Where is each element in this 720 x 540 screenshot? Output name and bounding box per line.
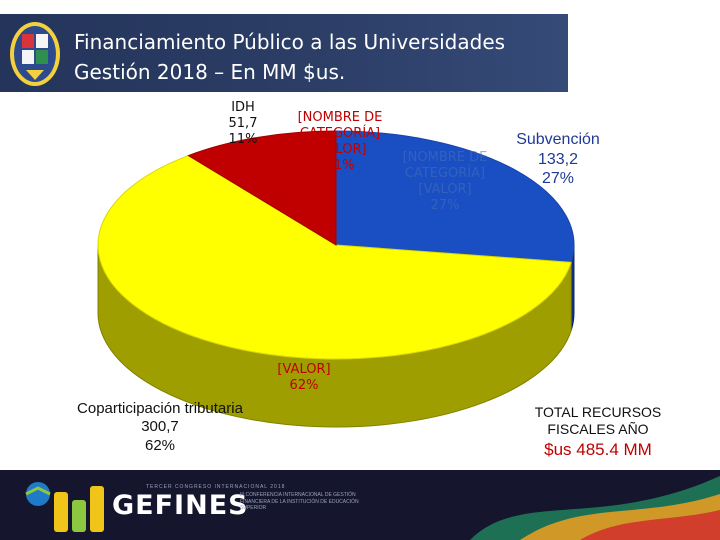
- total-label: TOTAL RECURSOS FISCALES AÑO: [534, 404, 662, 437]
- footer-sub-text: III CONFERENCIA INTERNACIONAL DE GESTIÓN…: [240, 492, 359, 511]
- pie-slice-2: [187, 130, 337, 246]
- subvencion-label-percent: 27%: [541, 170, 575, 188]
- category-placeholder-line-3: [VALOR]: [313, 141, 367, 157]
- valor-placeholder-label: [VALOR] 62%: [264, 362, 344, 394]
- pie-chart: [97, 130, 575, 428]
- idh-label-percent: 11%: [228, 131, 258, 147]
- footer-top-text: TERCER CONGRESO INTERNACIONAL 2018: [146, 484, 286, 490]
- coparticipacion-label-percent: 62%: [144, 436, 176, 454]
- subvencion-slice-label: Subvención 133,2 27%: [498, 130, 618, 189]
- subvencion-label-name: Subvención: [516, 131, 600, 148]
- footer-banner: TERCER CONGRESO INTERNACIONAL 2018 GEFIN…: [0, 470, 720, 540]
- ghost-placeholder-line-4: 27%: [430, 197, 460, 213]
- ghost-placeholder-line-1: [NOMBRE DE: [402, 150, 488, 165]
- total-amount: $us 485.4 MM: [544, 440, 652, 459]
- gefines-logo-text: GEFINES: [112, 490, 249, 521]
- footer-decoration: [470, 476, 720, 540]
- valor-placeholder-line-1: [VALOR]: [277, 362, 331, 377]
- page-title-line-1: Financiamiento Público a las Universidad…: [74, 30, 506, 54]
- ghost-placeholder-line-3: [VALOR]: [418, 181, 472, 197]
- pie-slice-1: [97, 155, 572, 360]
- page-title-line-2: Gestión 2018 – En MM $us.: [74, 60, 346, 84]
- coparticipacion-label-value: 300,7: [141, 418, 179, 436]
- coparticipacion-label-name: Coparticipación tributaria: [77, 400, 243, 417]
- university-seal-icon: [10, 22, 60, 86]
- category-placeholder-label: [NOMBRE DE CATEGORÍA] [VALOR] 11%: [282, 110, 398, 173]
- subvencion-label-value: 133,2: [537, 150, 579, 168]
- pie-slice-0: [335, 130, 575, 263]
- idh-label-name: IDH: [231, 100, 255, 115]
- idh-label-value: 51,7: [228, 115, 258, 131]
- category-placeholder-line-1: [NOMBRE DE: [297, 110, 383, 125]
- title-bar: Financiamiento Público a las Universidad…: [0, 14, 568, 92]
- ghost-placeholder-label: [NOMBRE DE CATEGORÍA] [VALOR] 27%: [396, 150, 494, 213]
- category-placeholder-line-4: 11%: [325, 157, 355, 173]
- category-placeholder-line-2: CATEGORÍA]: [299, 125, 381, 141]
- coparticipacion-slice-label: Coparticipación tributaria 300,7 62%: [52, 400, 268, 455]
- valor-placeholder-line-2: 62%: [289, 377, 319, 393]
- ghost-placeholder-line-2: CATEGORÍA]: [404, 165, 486, 181]
- idh-slice-label: IDH 51,7 11%: [213, 100, 273, 148]
- coins-logo-icon: [25, 482, 104, 532]
